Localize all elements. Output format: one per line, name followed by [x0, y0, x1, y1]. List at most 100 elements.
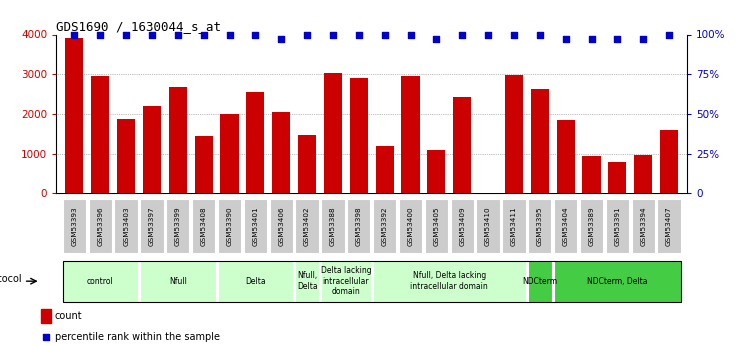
Text: count: count: [55, 311, 83, 321]
Text: protocol: protocol: [0, 274, 21, 284]
Bar: [505, 75, 523, 193]
FancyBboxPatch shape: [451, 199, 474, 253]
Point: [95, 32, 107, 37]
FancyBboxPatch shape: [554, 260, 681, 302]
FancyBboxPatch shape: [321, 260, 371, 302]
FancyBboxPatch shape: [140, 260, 216, 302]
Point: [146, 32, 158, 37]
Bar: [91, 76, 110, 193]
FancyBboxPatch shape: [347, 199, 370, 253]
Text: GSM53404: GSM53404: [562, 206, 569, 246]
Text: GSM53410: GSM53410: [485, 206, 491, 246]
Bar: [143, 106, 161, 193]
Text: GSM53407: GSM53407: [666, 206, 672, 246]
FancyBboxPatch shape: [295, 260, 319, 302]
Bar: [350, 78, 368, 193]
Text: Nfull,
Delta: Nfull, Delta: [297, 272, 318, 291]
Point: [379, 32, 391, 37]
FancyBboxPatch shape: [632, 199, 655, 253]
Text: GSM53395: GSM53395: [537, 206, 543, 246]
FancyBboxPatch shape: [373, 260, 526, 302]
FancyBboxPatch shape: [321, 199, 345, 253]
Point: [405, 32, 417, 37]
Bar: [272, 112, 291, 193]
FancyBboxPatch shape: [244, 199, 267, 253]
Point: [224, 32, 236, 37]
Text: GSM53402: GSM53402: [304, 206, 310, 246]
Text: GSM53391: GSM53391: [614, 206, 620, 246]
Point: [663, 32, 675, 37]
Bar: [324, 72, 342, 193]
Bar: [531, 89, 549, 193]
FancyBboxPatch shape: [657, 199, 680, 253]
Point: [172, 32, 184, 37]
FancyBboxPatch shape: [580, 199, 603, 253]
Text: GSM53392: GSM53392: [382, 206, 388, 246]
Point: [559, 37, 572, 42]
Text: control: control: [87, 277, 113, 286]
Text: Nfull: Nfull: [169, 277, 187, 286]
Bar: [453, 97, 472, 193]
FancyBboxPatch shape: [476, 199, 499, 253]
Text: Nfull, Delta lacking
intracellular domain: Nfull, Delta lacking intracellular domai…: [411, 272, 488, 291]
Bar: [402, 76, 420, 193]
Point: [508, 32, 520, 37]
Point: [327, 32, 339, 37]
Bar: [556, 120, 575, 193]
FancyBboxPatch shape: [399, 199, 422, 253]
Point: [120, 32, 132, 37]
Text: GSM53390: GSM53390: [227, 206, 233, 246]
Point: [249, 32, 261, 37]
FancyBboxPatch shape: [373, 199, 397, 253]
Text: GDS1690 / 1630044_s_at: GDS1690 / 1630044_s_at: [56, 20, 222, 33]
Point: [276, 37, 288, 42]
FancyBboxPatch shape: [192, 199, 216, 253]
FancyBboxPatch shape: [528, 260, 552, 302]
Text: GSM53396: GSM53396: [98, 206, 104, 246]
FancyBboxPatch shape: [606, 199, 629, 253]
Point: [430, 37, 442, 42]
Bar: [246, 92, 264, 193]
Point: [353, 32, 365, 37]
Text: GSM53394: GSM53394: [640, 206, 646, 246]
Point: [482, 32, 494, 37]
Text: GSM53400: GSM53400: [408, 206, 414, 246]
Text: GSM53409: GSM53409: [459, 206, 465, 246]
Bar: [427, 150, 445, 193]
Text: GSM53401: GSM53401: [252, 206, 258, 246]
FancyBboxPatch shape: [140, 199, 164, 253]
Bar: [608, 162, 626, 193]
Point: [586, 37, 598, 42]
Text: GSM53411: GSM53411: [511, 206, 517, 246]
Bar: [195, 136, 213, 193]
Text: Delta: Delta: [245, 277, 266, 286]
FancyBboxPatch shape: [114, 199, 137, 253]
FancyBboxPatch shape: [63, 199, 86, 253]
Text: NDCterm: NDCterm: [522, 277, 557, 286]
Bar: [583, 156, 601, 193]
Point: [611, 37, 623, 42]
FancyBboxPatch shape: [270, 199, 293, 253]
Point: [456, 32, 468, 37]
FancyBboxPatch shape: [89, 199, 112, 253]
FancyBboxPatch shape: [166, 199, 189, 253]
FancyBboxPatch shape: [425, 199, 448, 253]
Point: [534, 32, 546, 37]
Bar: [65, 38, 83, 193]
Text: GSM53389: GSM53389: [589, 206, 595, 246]
Bar: [298, 135, 316, 193]
Point: [68, 32, 80, 37]
FancyBboxPatch shape: [295, 199, 318, 253]
Text: GSM53393: GSM53393: [71, 206, 77, 246]
Text: percentile rank within the sample: percentile rank within the sample: [55, 332, 220, 342]
Point: [301, 32, 313, 37]
Bar: [660, 130, 678, 193]
FancyBboxPatch shape: [63, 260, 138, 302]
Text: GSM53405: GSM53405: [433, 206, 439, 246]
Bar: [117, 119, 135, 193]
Bar: [41, 308, 51, 324]
Bar: [221, 114, 239, 193]
Text: GSM53408: GSM53408: [201, 206, 207, 246]
Point: [198, 32, 210, 37]
Text: GSM53406: GSM53406: [279, 206, 285, 246]
